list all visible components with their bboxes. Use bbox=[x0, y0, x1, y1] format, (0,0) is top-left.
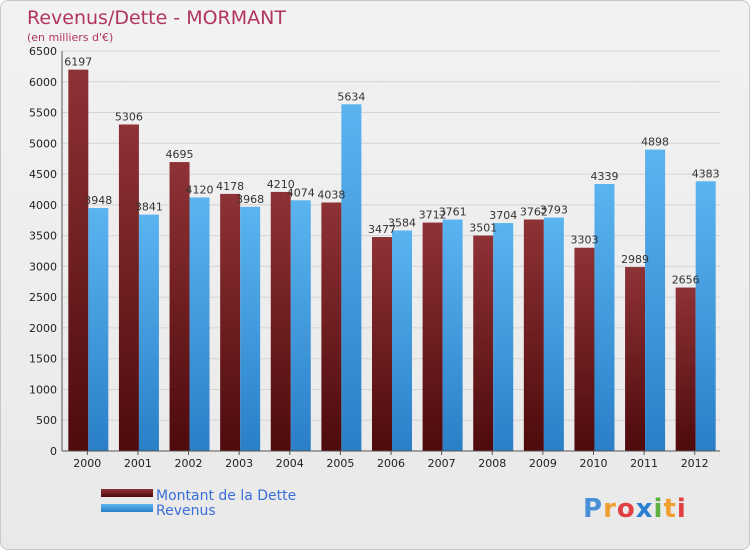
y-tick-label: 6000 bbox=[29, 76, 57, 89]
bar-dette bbox=[220, 193, 241, 451]
legend-label-revenus: Revenus bbox=[156, 503, 216, 519]
data-label: 4695 bbox=[166, 148, 194, 161]
data-label: 4074 bbox=[287, 186, 315, 199]
bar-dette bbox=[422, 222, 443, 451]
data-label: 3477 bbox=[368, 223, 396, 236]
x-tick-label: 2002 bbox=[175, 457, 203, 470]
data-label: 3948 bbox=[84, 194, 112, 207]
x-tick-label: 2006 bbox=[377, 457, 405, 470]
bar-dette bbox=[68, 69, 89, 452]
logo-letter: i bbox=[654, 494, 664, 524]
legend: Montant de la Dette Revenus bbox=[101, 488, 296, 519]
legend-swatch-revenus bbox=[101, 504, 153, 512]
bar-dette bbox=[372, 237, 392, 451]
bar-revenus bbox=[290, 200, 311, 451]
data-label: 3762 bbox=[520, 205, 548, 218]
legend-label-debt: Montant de la Dette bbox=[156, 488, 296, 504]
bar-dette bbox=[625, 267, 646, 451]
bar-dette bbox=[270, 191, 291, 451]
data-label: 3761 bbox=[439, 206, 467, 219]
x-tick-label: 2004 bbox=[276, 457, 304, 470]
data-label: 4210 bbox=[267, 178, 295, 191]
y-tick-label: 4000 bbox=[29, 199, 57, 212]
axes: 0 500 1000 1500 2000 2500 3000 3500 4000 4500 5000… bbox=[29, 45, 720, 470]
logo-letter: r bbox=[603, 494, 617, 524]
data-label: 3501 bbox=[469, 222, 497, 235]
legend-swatch-debt bbox=[101, 489, 153, 497]
data-labels: 6197 3948 5306 3841 4695 4120 4178396842104074… bbox=[64, 56, 719, 287]
bar-revenus bbox=[645, 149, 666, 452]
x-tick-label: 2012 bbox=[681, 457, 709, 470]
bar-dette bbox=[321, 202, 342, 451]
data-label: 3303 bbox=[570, 234, 598, 247]
y-tick-label: 500 bbox=[36, 414, 57, 427]
logo-letter: i bbox=[677, 494, 687, 524]
y-tick-label: 2500 bbox=[29, 291, 57, 304]
bar-dette bbox=[574, 247, 595, 451]
logo-letter: o bbox=[617, 494, 636, 524]
x-tick-label: 2003 bbox=[225, 457, 253, 470]
bar-dette bbox=[675, 287, 696, 451]
chart-title: Revenus/Dette - MORMANT bbox=[27, 7, 286, 29]
data-label: 3841 bbox=[135, 201, 163, 214]
y-tick-label: 6500 bbox=[29, 45, 57, 58]
bar-revenus bbox=[392, 230, 412, 451]
y-tick-label: 3000 bbox=[29, 260, 57, 273]
x-tick-label: 2001 bbox=[124, 457, 152, 470]
data-label: 2989 bbox=[621, 253, 649, 266]
bar-revenus bbox=[138, 214, 159, 451]
data-label: 4120 bbox=[186, 183, 214, 196]
data-label: 6197 bbox=[64, 56, 92, 69]
logo-letter: t bbox=[663, 494, 676, 524]
data-label: 5634 bbox=[337, 90, 365, 103]
y-tick-label: 5500 bbox=[29, 107, 57, 120]
bar-revenus bbox=[493, 223, 514, 451]
data-label: 4178 bbox=[216, 180, 244, 193]
logo-letter: x bbox=[636, 494, 654, 524]
x-tick-label: 2010 bbox=[579, 457, 607, 470]
proxiti-logo: Proxiti bbox=[583, 494, 687, 524]
data-label: 4038 bbox=[317, 189, 345, 202]
bar-revenus bbox=[543, 217, 564, 451]
data-label: 3968 bbox=[236, 193, 264, 206]
y-tick-label: 5000 bbox=[29, 137, 57, 150]
data-label: 3704 bbox=[489, 209, 517, 222]
data-label: 2656 bbox=[672, 274, 700, 287]
logo-letter: P bbox=[583, 494, 603, 524]
chart-subtitle: (en milliers d'€) bbox=[27, 31, 113, 44]
data-label: 4339 bbox=[590, 170, 618, 183]
x-tick-label: 2009 bbox=[529, 457, 557, 470]
data-label: 3584 bbox=[388, 216, 416, 229]
bar-revenus bbox=[695, 181, 716, 451]
data-label: 3793 bbox=[540, 204, 568, 217]
y-tick-label: 0 bbox=[50, 445, 57, 458]
bar-revenus bbox=[240, 206, 261, 451]
y-tick-label: 2000 bbox=[29, 322, 57, 335]
x-tick-label: 2008 bbox=[478, 457, 506, 470]
bar-revenus bbox=[442, 219, 463, 451]
bar-dette bbox=[118, 124, 139, 451]
data-label: 5306 bbox=[115, 110, 143, 123]
x-tick-label: 2000 bbox=[73, 457, 101, 470]
bar-revenus bbox=[341, 104, 362, 452]
bar-dette bbox=[523, 219, 544, 451]
data-label: 3712 bbox=[419, 209, 447, 222]
y-tick-label: 3500 bbox=[29, 230, 57, 243]
y-tick-label: 4500 bbox=[29, 168, 57, 181]
bar-dette bbox=[473, 235, 494, 451]
data-label: 4898 bbox=[641, 136, 669, 149]
x-tick-label: 2005 bbox=[326, 457, 354, 470]
bar-revenus bbox=[594, 183, 615, 451]
x-tick-label: 2011 bbox=[630, 457, 658, 470]
data-label: 4383 bbox=[692, 167, 720, 180]
bar-revenus bbox=[88, 208, 109, 451]
x-tick-label: 2007 bbox=[428, 457, 456, 470]
bars bbox=[68, 69, 716, 452]
bar-dette bbox=[169, 162, 190, 452]
y-tick-label: 1000 bbox=[29, 383, 57, 396]
bar-revenus bbox=[189, 197, 210, 451]
y-tick-label: 1500 bbox=[29, 353, 57, 366]
